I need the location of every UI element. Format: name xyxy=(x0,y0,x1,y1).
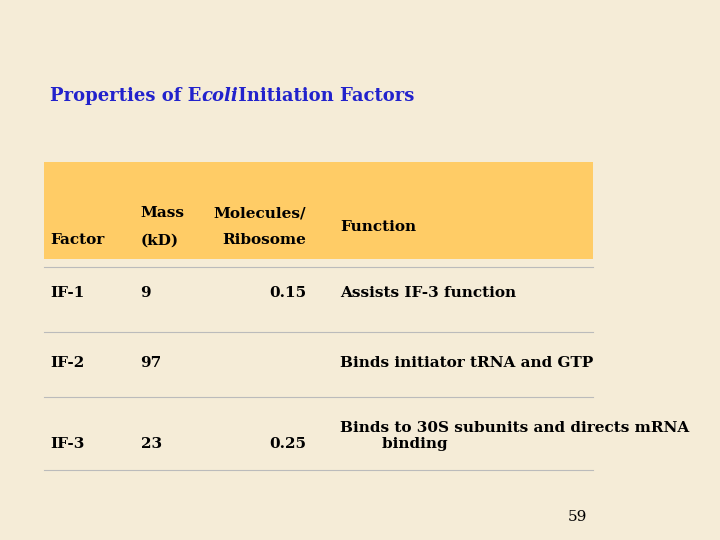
Text: Properties of E.: Properties of E. xyxy=(50,87,214,105)
Text: Mass: Mass xyxy=(140,206,184,220)
Text: Molecules/: Molecules/ xyxy=(213,206,306,220)
FancyBboxPatch shape xyxy=(44,162,593,259)
Text: 0.15: 0.15 xyxy=(269,286,306,300)
Text: 0.25: 0.25 xyxy=(269,437,306,451)
Text: 59: 59 xyxy=(568,510,588,524)
Text: Function: Function xyxy=(341,220,417,234)
Text: 23: 23 xyxy=(140,437,162,451)
Text: Binds to 30S subunits and directs mRNA
        binding: Binds to 30S subunits and directs mRNA b… xyxy=(341,421,690,451)
Text: Factor: Factor xyxy=(50,233,104,247)
Text: Assists IF-3 function: Assists IF-3 function xyxy=(341,286,516,300)
Text: IF-2: IF-2 xyxy=(50,356,84,370)
Text: 9: 9 xyxy=(140,286,151,300)
Text: (kD): (kD) xyxy=(140,233,179,247)
Text: IF-1: IF-1 xyxy=(50,286,84,300)
Text: 97: 97 xyxy=(140,356,162,370)
Text: Initiation Factors: Initiation Factors xyxy=(233,87,415,105)
Text: Binds initiator tRNA and GTP: Binds initiator tRNA and GTP xyxy=(341,356,594,370)
Text: Ribosome: Ribosome xyxy=(222,233,306,247)
Text: coli: coli xyxy=(201,87,238,105)
Text: IF-3: IF-3 xyxy=(50,437,84,451)
